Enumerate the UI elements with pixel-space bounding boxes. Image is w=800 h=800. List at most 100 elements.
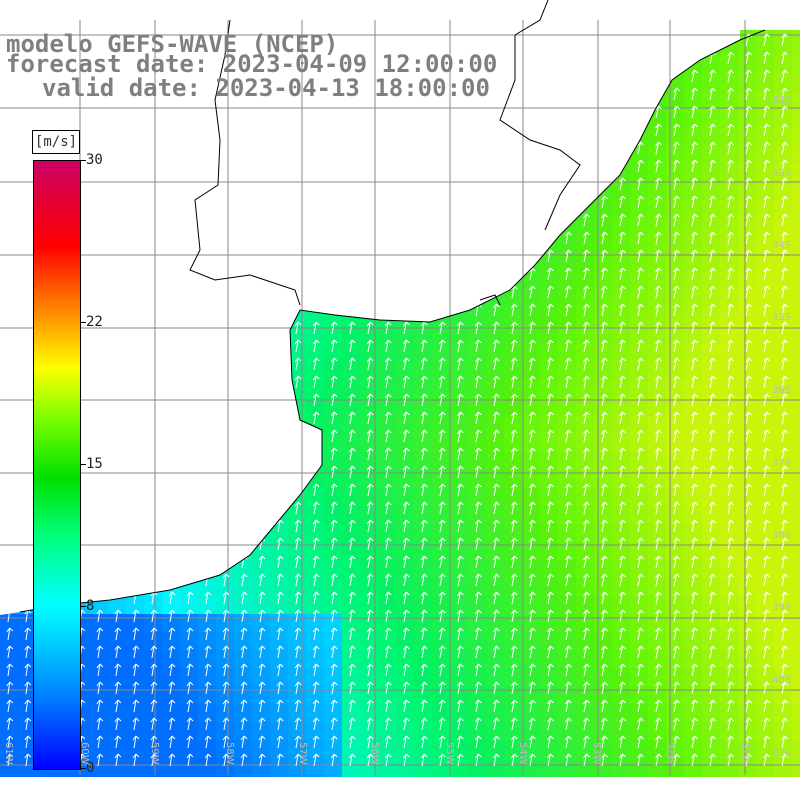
field-cell: [630, 218, 649, 237]
field-cell: [342, 758, 361, 777]
field-cell: [468, 614, 487, 633]
field-cell: [468, 326, 487, 345]
field-cell: [756, 164, 775, 183]
field-cell: [738, 704, 757, 723]
field-cell: [756, 722, 775, 741]
field-cell: [216, 668, 235, 687]
field-cell: [702, 740, 721, 759]
field-cell: [558, 398, 577, 417]
field-cell: [594, 470, 613, 489]
field-cell: [630, 650, 649, 669]
field-cell: [630, 704, 649, 723]
field-cell: [684, 182, 703, 201]
field-cell: [396, 506, 415, 525]
field-cell: [648, 290, 667, 309]
field-cell: [702, 704, 721, 723]
field-cell: [666, 506, 685, 525]
field-cell: [576, 290, 595, 309]
field-cell: [360, 704, 379, 723]
field-cell: [702, 686, 721, 705]
field-cell: [90, 614, 109, 633]
field-cell: [684, 164, 703, 183]
field-cell: [612, 452, 631, 471]
field-cell: [684, 470, 703, 489]
field-cell: [576, 560, 595, 579]
field-cell: [756, 218, 775, 237]
field-cell: [612, 344, 631, 363]
field-cell: [468, 722, 487, 741]
field-cell: [486, 380, 505, 399]
field-cell: [432, 362, 451, 381]
field-cell: [756, 524, 775, 543]
field-cell: [756, 506, 775, 525]
field-cell: [720, 758, 739, 777]
field-cell: [630, 308, 649, 327]
field-cell: [342, 434, 361, 453]
field-cell: [612, 506, 631, 525]
field-cell: [756, 344, 775, 363]
field-cell: [630, 614, 649, 633]
field-cell: [792, 146, 800, 165]
longitude-label: 54W: [517, 742, 528, 765]
field-cell: [252, 704, 271, 723]
field-cell: [540, 686, 559, 705]
field-cell: [342, 362, 361, 381]
field-cell: [666, 740, 685, 759]
field-cell: [648, 596, 667, 615]
field-cell: [216, 758, 235, 777]
field-cell: [792, 92, 800, 111]
field-cell: [414, 632, 433, 651]
field-cell: [450, 722, 469, 741]
field-cell: [558, 236, 577, 255]
field-cell: [252, 560, 271, 579]
field-cell: [360, 452, 379, 471]
field-cell: [450, 416, 469, 435]
field-cell: [702, 650, 721, 669]
field-cell: [360, 560, 379, 579]
field-cell: [792, 128, 800, 147]
field-cell: [720, 308, 739, 327]
colorbar-tick-mark: [80, 322, 86, 324]
field-cell: [576, 218, 595, 237]
field-cell: [702, 128, 721, 147]
field-cell: [648, 632, 667, 651]
field-cell: [450, 398, 469, 417]
field-cell: [396, 542, 415, 561]
field-cell: [324, 506, 343, 525]
field-cell: [666, 452, 685, 471]
field-cell: [630, 380, 649, 399]
field-cell: [792, 236, 800, 255]
field-cell: [612, 398, 631, 417]
field-cell: [486, 596, 505, 615]
field-cell: [756, 668, 775, 687]
field-cell: [702, 92, 721, 111]
field-cell: [648, 272, 667, 291]
top-margin: [0, 0, 800, 30]
field-cell: [342, 398, 361, 417]
field-cell: [648, 326, 667, 345]
field-cell: [162, 650, 181, 669]
field-cell: [432, 470, 451, 489]
field-cell: [198, 704, 217, 723]
field-cell: [648, 434, 667, 453]
field-cell: [378, 596, 397, 615]
field-cell: [630, 470, 649, 489]
field-cell: [540, 650, 559, 669]
latitude-label: 41S: [772, 748, 792, 759]
field-cell: [522, 434, 541, 453]
field-cell: [720, 182, 739, 201]
field-cell: [666, 344, 685, 363]
field-cell: [612, 218, 631, 237]
field-cell: [486, 632, 505, 651]
field-cell: [594, 632, 613, 651]
field-cell: [432, 434, 451, 453]
field-cell: [432, 650, 451, 669]
field-cell: [594, 578, 613, 597]
field-cell: [180, 758, 199, 777]
field-cell: [342, 344, 361, 363]
field-cell: [702, 452, 721, 471]
field-cell: [720, 326, 739, 345]
field-cell: [324, 398, 343, 417]
field-cell: [720, 740, 739, 759]
field-cell: [432, 758, 451, 777]
